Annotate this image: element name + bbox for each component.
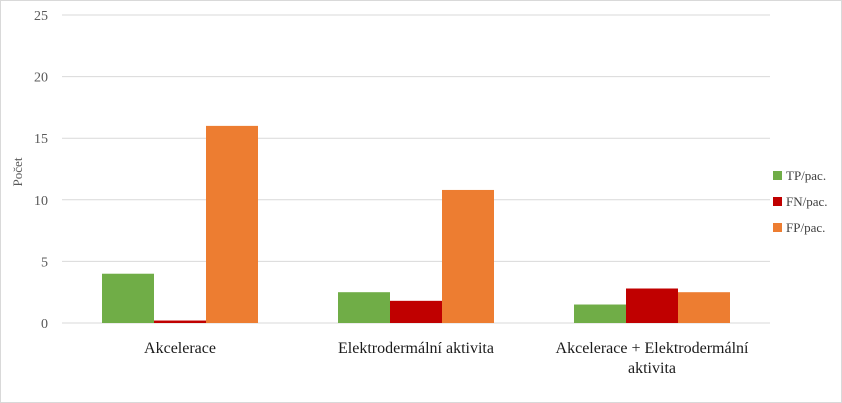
legend-swatch bbox=[773, 171, 782, 180]
bar-tppac-1 bbox=[338, 292, 390, 323]
bar-fppac-0 bbox=[206, 125, 258, 323]
bar-tppac-0 bbox=[102, 273, 154, 323]
y-tick-label: 5 bbox=[41, 255, 48, 270]
bar-fnpac-0 bbox=[154, 320, 206, 323]
y-tick-label: 25 bbox=[34, 9, 48, 24]
legend: TP/pac. FN/pac. FP/pac. bbox=[773, 168, 828, 235]
legend-label: FP/pac. bbox=[786, 220, 825, 235]
bar-fnpac-1 bbox=[390, 300, 442, 323]
bars bbox=[102, 125, 730, 323]
category-label: Elektrodermální aktivita bbox=[338, 340, 494, 357]
legend-label: TP/pac. bbox=[786, 168, 826, 183]
y-axis-label: Počet bbox=[10, 157, 25, 186]
y-tick-label: 20 bbox=[34, 71, 48, 86]
bar-fnpac-2 bbox=[626, 288, 678, 323]
y-tick-label: 15 bbox=[34, 132, 48, 147]
legend-swatch bbox=[773, 223, 782, 232]
gridlines bbox=[62, 14, 770, 324]
y-tick-labels: 0 5 10 15 20 25 bbox=[34, 9, 48, 332]
legend-swatch bbox=[773, 197, 782, 206]
category-label: Akcelerace + Elektrodermální bbox=[556, 340, 749, 357]
bar-fppac-1 bbox=[442, 189, 494, 323]
y-tick-label: 0 bbox=[41, 317, 48, 332]
legend-label: FN/pac. bbox=[786, 194, 828, 209]
bar-tppac-2 bbox=[574, 304, 626, 323]
category-labels: Akcelerace Elektrodermální aktivita Akcele… bbox=[144, 340, 749, 377]
y-tick-label: 10 bbox=[34, 194, 48, 209]
bar-fppac-2 bbox=[678, 292, 730, 323]
category-label: Akcelerace bbox=[144, 340, 216, 357]
category-label: aktivita bbox=[628, 360, 676, 377]
